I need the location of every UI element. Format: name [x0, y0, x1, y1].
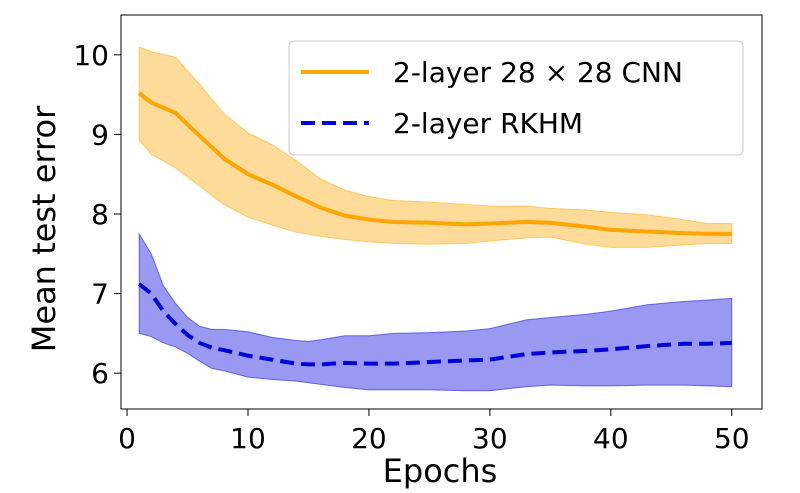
- legend-label-1: 2-layer 28 × 28 CNN: [393, 56, 683, 89]
- line-series-2: [137, 282, 732, 367]
- legend-box: [288, 40, 744, 156]
- legend: 2-layer 28 × 28 CNN 2-layer RKHM: [288, 40, 744, 156]
- line-series-1: [137, 91, 732, 236]
- x-tick-label: 20: [351, 422, 387, 455]
- plot-frame: [120, 14, 763, 410]
- y-tick-label: 10: [73, 39, 109, 72]
- x-axis-label: Epochs: [383, 452, 498, 490]
- y-tick-label: 7: [91, 278, 109, 311]
- y-tick-label: 6: [91, 357, 109, 390]
- y-axis: 6 7 8 9 10: [73, 39, 121, 390]
- band-series-2: [138, 232, 733, 392]
- y-tick-label: 9: [91, 118, 109, 151]
- legend-label-2: 2-layer RKHM: [393, 107, 583, 140]
- x-tick-label: 50: [714, 422, 750, 455]
- x-tick-label: 0: [118, 422, 136, 455]
- x-tick-label: 40: [593, 422, 629, 455]
- x-tick-label: 10: [230, 422, 266, 455]
- band-series-1: [138, 46, 733, 248]
- y-axis-label: Mean test error: [25, 105, 63, 352]
- x-tick-label: 30: [472, 422, 508, 455]
- series-lines: [137, 91, 732, 367]
- y-tick-label: 8: [91, 198, 109, 231]
- x-axis: 0 10 20 30 40 50: [118, 409, 750, 455]
